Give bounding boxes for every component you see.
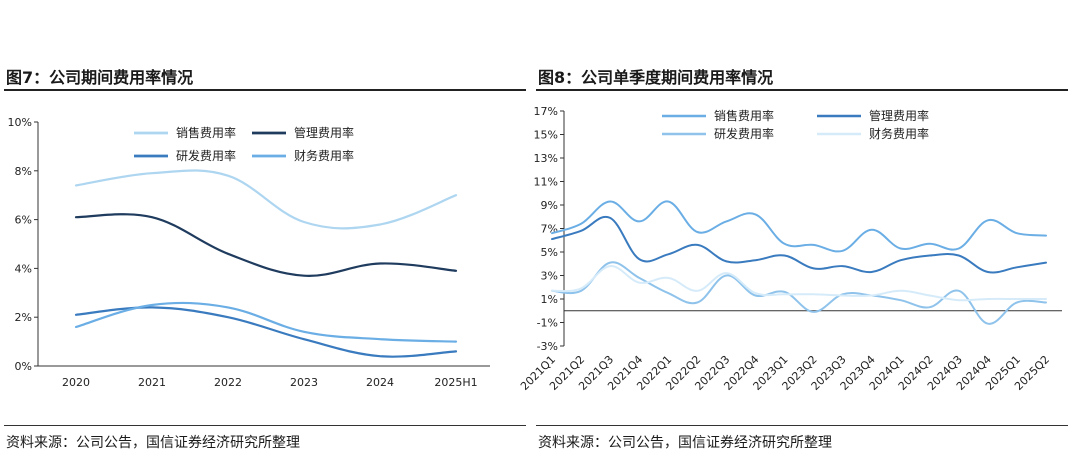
fig7-legend-label-4: 财务费用率	[294, 148, 354, 163]
fig8-y-tick-label: 5%	[541, 246, 558, 259]
fig7-legend-label-1: 销售费用率	[176, 125, 236, 140]
fig8-y-tick-label: 17%	[534, 105, 558, 118]
fig8-legend-label-2: 管理费用率	[869, 108, 929, 123]
figure-8-source: 资料来源：公司公告，国信证券经济研究所整理	[538, 435, 832, 451]
figure-7-bottom-rule	[4, 425, 526, 426]
fig7-y-tick-label: 6%	[15, 214, 32, 227]
fig8-y-tick-label: 15%	[534, 129, 558, 142]
figure-7-top-rule	[4, 89, 526, 91]
fig7-series-line-1	[74, 169, 458, 230]
fig7-y-tick-label: 8%	[15, 165, 32, 178]
fig8-series-line-1	[551, 200, 1047, 253]
fig8-y-tick-label: 7%	[541, 223, 558, 236]
fig8-y-tick-label: 3%	[541, 270, 558, 283]
fig8-y-tick-label: 1%	[541, 293, 558, 306]
fig7-y-tick-label: 0%	[15, 360, 32, 373]
fig8-legend-label-4: 财务费用率	[869, 126, 929, 141]
fig7-x-tick-label: 2020	[62, 376, 90, 389]
figure-7-title: 图7：公司期间费用率情况	[6, 68, 194, 87]
fig8-series-line-2	[551, 215, 1047, 274]
fig8-y-tick-label: -3%	[537, 340, 558, 353]
fig8-legend-label-3: 研发费用率	[714, 126, 774, 141]
fig8-y-tick-label: 11%	[534, 176, 558, 189]
fig7-legend-label-3: 研发费用率	[176, 148, 236, 163]
fig7-y-tick-label: 10%	[8, 116, 32, 129]
fig7-series-line-2	[74, 213, 458, 277]
fig7-series-line-3	[74, 306, 458, 358]
fig7-x-tick-label: 2025H1	[434, 376, 477, 389]
figure-7-panel: 图7：公司期间费用率情况 0% 2% 4% 6% 8% 10% 2020 2021 2022 20…	[0, 0, 530, 459]
fig7-x-tick-label: 2023	[290, 376, 318, 389]
figure-8-title: 图8：公司单季度期间费用率情况	[538, 68, 774, 87]
figure-8-top-rule	[536, 89, 1068, 91]
fig8-series-line-3	[551, 261, 1047, 325]
fig7-y-tick-label: 2%	[15, 311, 32, 324]
figure-7-source: 资料来源：公司公告，国信证券经济研究所整理	[6, 435, 300, 451]
figure-8-bottom-rule	[536, 425, 1068, 426]
fig7-legend-label-2: 管理费用率	[294, 125, 354, 140]
figure-7-chart: 0% 2% 4% 6% 8% 10% 2020 2021 2022 2023 2024 2025H1 销…	[8, 116, 490, 389]
fig7-x-tick-label: 2024	[366, 376, 394, 389]
fig7-series-line-4	[74, 301, 458, 343]
fig8-series-line-4	[551, 265, 1047, 302]
figure-8-chart: -3%-1%1%3%5%7%9%11%13%15%17%2021Q12021Q2…	[518, 105, 1062, 393]
fig7-x-tick-label: 2022	[214, 376, 242, 389]
fig7-y-tick-label: 4%	[15, 262, 32, 275]
fig8-legend-label-1: 销售费用率	[714, 108, 774, 123]
fig8-y-tick-label: 13%	[534, 152, 558, 165]
fig8-y-tick-label: -1%	[537, 317, 558, 330]
figure-8-panel: 图8：公司单季度期间费用率情况 -3% -1% 1% 3% 5% 7% 9% 11% 13% 15…	[518, 0, 1072, 459]
fig8-y-tick-label: 9%	[541, 199, 558, 212]
fig7-x-tick-label: 2021	[138, 376, 166, 389]
